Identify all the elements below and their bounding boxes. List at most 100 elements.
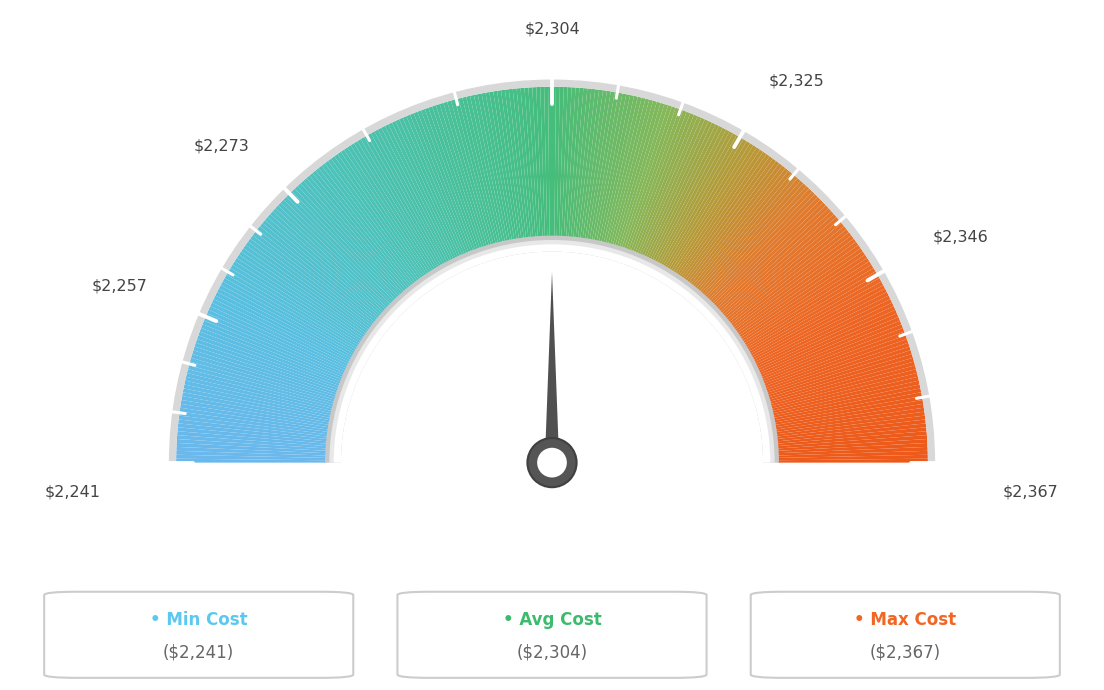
Wedge shape — [660, 133, 736, 266]
Wedge shape — [505, 89, 527, 239]
Wedge shape — [478, 93, 510, 241]
Wedge shape — [200, 328, 341, 384]
Wedge shape — [768, 357, 914, 402]
Wedge shape — [772, 377, 919, 413]
Wedge shape — [682, 156, 773, 280]
Wedge shape — [358, 139, 437, 270]
Wedge shape — [517, 88, 533, 238]
Wedge shape — [698, 175, 797, 292]
Wedge shape — [650, 124, 719, 261]
Wedge shape — [328, 159, 420, 282]
Wedge shape — [455, 99, 496, 245]
Text: • Avg Cost: • Avg Cost — [502, 611, 602, 629]
Wedge shape — [191, 354, 336, 400]
Text: $2,325: $2,325 — [768, 74, 825, 89]
Wedge shape — [775, 404, 924, 430]
Circle shape — [528, 438, 576, 487]
Wedge shape — [425, 108, 478, 250]
Wedge shape — [764, 335, 907, 388]
Wedge shape — [436, 104, 485, 248]
Polygon shape — [544, 462, 560, 480]
Wedge shape — [210, 303, 348, 368]
Wedge shape — [300, 181, 403, 295]
Wedge shape — [540, 87, 548, 237]
Text: $2,257: $2,257 — [92, 279, 147, 294]
Wedge shape — [312, 170, 410, 289]
Wedge shape — [773, 384, 921, 418]
Wedge shape — [777, 455, 927, 460]
Wedge shape — [217, 288, 352, 360]
Wedge shape — [190, 357, 336, 402]
Wedge shape — [209, 306, 347, 371]
Wedge shape — [749, 278, 881, 354]
Wedge shape — [776, 420, 926, 439]
Wedge shape — [662, 135, 740, 267]
Wedge shape — [769, 365, 916, 406]
Wedge shape — [524, 88, 538, 237]
Wedge shape — [713, 199, 824, 306]
Wedge shape — [291, 188, 397, 300]
Wedge shape — [263, 220, 380, 319]
Wedge shape — [486, 92, 514, 241]
Wedge shape — [251, 235, 372, 328]
Wedge shape — [708, 191, 815, 302]
Wedge shape — [181, 396, 330, 425]
Wedge shape — [177, 435, 327, 448]
Wedge shape — [183, 388, 331, 420]
Wedge shape — [444, 101, 489, 247]
Wedge shape — [354, 141, 435, 271]
Wedge shape — [665, 137, 743, 268]
Wedge shape — [689, 164, 783, 284]
Wedge shape — [544, 87, 550, 237]
Wedge shape — [439, 103, 487, 248]
Wedge shape — [259, 223, 379, 321]
Wedge shape — [752, 288, 887, 360]
Wedge shape — [604, 97, 641, 244]
Wedge shape — [751, 285, 885, 358]
Wedge shape — [763, 332, 905, 386]
Wedge shape — [630, 110, 687, 252]
Wedge shape — [178, 424, 328, 442]
Wedge shape — [385, 124, 454, 261]
Wedge shape — [298, 184, 401, 297]
Wedge shape — [728, 226, 847, 322]
Wedge shape — [275, 206, 388, 310]
Wedge shape — [325, 161, 417, 283]
Wedge shape — [587, 91, 615, 240]
Wedge shape — [730, 233, 851, 326]
Wedge shape — [466, 96, 502, 243]
Wedge shape — [569, 88, 583, 238]
Wedge shape — [532, 87, 542, 237]
Wedge shape — [253, 233, 374, 326]
Wedge shape — [417, 110, 474, 252]
Wedge shape — [773, 388, 921, 420]
Wedge shape — [699, 178, 800, 293]
Wedge shape — [199, 332, 341, 386]
Wedge shape — [564, 87, 575, 237]
Wedge shape — [348, 146, 432, 273]
Wedge shape — [687, 161, 779, 283]
Wedge shape — [501, 90, 523, 239]
Wedge shape — [245, 241, 370, 332]
Wedge shape — [774, 392, 922, 423]
Wedge shape — [177, 459, 327, 462]
Wedge shape — [777, 439, 927, 451]
Wedge shape — [679, 152, 766, 277]
Wedge shape — [248, 239, 371, 330]
Wedge shape — [447, 101, 491, 246]
Wedge shape — [652, 126, 723, 262]
Wedge shape — [769, 362, 915, 404]
Wedge shape — [463, 97, 500, 244]
Wedge shape — [241, 248, 367, 336]
Wedge shape — [177, 447, 327, 455]
Wedge shape — [739, 251, 866, 338]
Wedge shape — [554, 87, 560, 237]
Wedge shape — [400, 118, 463, 257]
Wedge shape — [273, 208, 386, 312]
Wedge shape — [521, 88, 535, 238]
Wedge shape — [718, 208, 831, 312]
Wedge shape — [571, 88, 587, 238]
Wedge shape — [389, 123, 456, 259]
Wedge shape — [548, 87, 552, 237]
Wedge shape — [368, 133, 444, 266]
